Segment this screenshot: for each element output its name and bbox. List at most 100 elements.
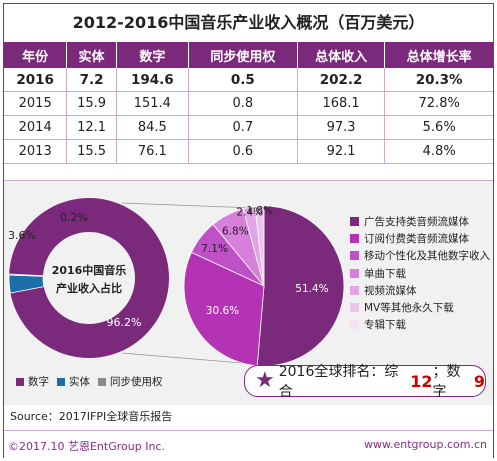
legend-item: 移动个性化及其他数字收入 <box>350 247 490 264</box>
table-cell: 20.3% <box>384 68 493 92</box>
table-cell: 202.2 <box>297 68 386 92</box>
table-cell: 4.8% <box>384 139 493 164</box>
legend-item: 同步使用权 <box>98 374 163 389</box>
table-cell: 92.1 <box>297 139 386 164</box>
connector-line <box>121 352 255 365</box>
infographic-frame: 2012-2016中国音乐产业收入概况（百万美元） 年份 实体 数字 同步使用权… <box>3 3 494 458</box>
table-cell: 168.1 <box>297 91 386 116</box>
legend-item: 数字 <box>16 374 49 389</box>
table-cell: 151.4 <box>116 91 189 116</box>
table-cell: 194.6 <box>116 68 189 92</box>
table-header-cell: 实体 <box>66 42 117 68</box>
table-cell: 2016 <box>4 68 68 92</box>
legend-label: 同步使用权 <box>110 376 163 388</box>
pie-value-label: 1.8% <box>246 205 273 217</box>
table-header-cell: 年份 <box>4 42 68 68</box>
donut-center-label: 2016中国音乐 <box>52 263 127 277</box>
table-cell: 15.5 <box>66 139 117 164</box>
rank-separator: ；数字 <box>432 364 461 400</box>
table-row: 2015 15.9 151.4 0.8 168.1 72.8% <box>4 91 493 116</box>
table-cell: 2013 <box>4 139 68 164</box>
legend-label: 广告支持类音频流媒体 <box>364 216 469 229</box>
pie-value-label: 30.6% <box>206 305 239 317</box>
table-row: 2014 12.1 84.5 0.7 97.3 5.6% <box>4 115 493 140</box>
legend-swatch <box>98 377 106 386</box>
chart-area: 2016中国音乐 产业收入占比 96.2% 3.6% 0.2% 51.4% 30.6% 7.… <box>4 180 493 405</box>
legend-item: 广告支持类音频流媒体 <box>350 213 490 230</box>
legend-swatch <box>16 377 24 386</box>
copyright: ©2017.10 艺恩EntGroup Inc. <box>8 440 165 453</box>
table-cell: 72.8% <box>384 91 493 116</box>
table-cell: 0.6 <box>188 139 298 164</box>
legend-label: 单曲下载 <box>364 267 406 280</box>
website-link[interactable]: www.entgroup.com.cn <box>364 438 487 451</box>
pie-legend: 广告支持类音频流媒体 订阅付费类音频流媒体移动个性化及其他数字收入 单曲下载视频流媒… <box>350 213 490 333</box>
donut-center-label: 产业收入占比 <box>56 281 122 295</box>
legend-swatch <box>57 377 65 386</box>
table-cell: 5.6% <box>384 115 493 140</box>
legend-item: 订阅付费类音频流媒体 <box>350 230 490 247</box>
table-cell: 2014 <box>4 115 68 140</box>
footer: ©2017.10 艺恩EntGroup Inc. www.entgroup.co… <box>4 430 493 458</box>
table-cell: 84.5 <box>116 115 189 140</box>
legend-swatch <box>350 217 359 227</box>
legend-label: 数字 <box>28 376 49 388</box>
source-note: Source：2017IFPI全球音乐报告 <box>10 410 173 423</box>
legend-label: 专辑下载 <box>364 319 406 332</box>
revenue-table: 年份 实体 数字 同步使用权 总体收入 总体增长率 2016 7.2 194.6… <box>4 42 493 164</box>
table-header-cell: 同步使用权 <box>188 42 298 68</box>
legend-label: 实体 <box>69 376 90 388</box>
table-cell: 0.5 <box>188 68 298 92</box>
table-cell: 76.1 <box>116 139 189 164</box>
rank-digital: 9 <box>473 371 485 391</box>
pie-value-label: 51.4% <box>295 283 328 295</box>
donut-slice-同步使用权 <box>8 273 44 277</box>
rank-prefix: 2016全球排名：综合 <box>278 364 399 400</box>
pie-slice-广告支持类音频流媒体 <box>256 205 345 367</box>
rank-overall: 12 <box>410 371 433 391</box>
table-cell: 15.9 <box>66 91 117 116</box>
table-header-cell: 总体增长率 <box>384 42 493 68</box>
pie-value-label: 2.4% <box>236 206 263 218</box>
legend-swatch <box>350 234 359 244</box>
legend-swatch <box>350 320 359 330</box>
legend-label: 视频流媒体 <box>364 284 417 297</box>
pie-value-label: 7.1% <box>201 243 228 255</box>
global-rank-box: ★ 2016全球排名：综合 12 ；数字 9 <box>244 364 486 400</box>
table-header-cell: 总体收入 <box>297 42 386 68</box>
table-row: 2016 7.2 194.6 0.5 202.2 20.3% <box>4 68 493 92</box>
donut-value-label: 3.6% <box>8 229 36 242</box>
legend-item: 视频流媒体 <box>350 282 490 299</box>
table-row: 2013 15.5 76.1 0.6 92.1 4.8% <box>4 139 493 164</box>
pie-slice-订阅付费类音频流媒体 <box>183 251 265 367</box>
table-header-row: 年份 实体 数字 同步使用权 总体收入 总体增长率 <box>4 42 493 68</box>
donut-value-label: 96.2% <box>107 316 142 329</box>
legend-swatch <box>350 285 359 295</box>
donut-slice-数字 <box>9 198 170 358</box>
pie-chart: 51.4% 30.6% 7.1% 6.8% 2.4%1.8% <box>183 205 345 367</box>
legend-label: 订阅付费类音频流媒体 <box>364 233 469 246</box>
pie-slice-MV等其他永久下载 <box>254 205 265 287</box>
legend-label: MV等其他永久下载 <box>364 302 454 315</box>
legend-item: MV等其他永久下载 <box>350 299 490 316</box>
table-cell: 0.7 <box>188 115 298 140</box>
connector-lines <box>121 202 255 365</box>
legend-item: 单曲下载 <box>350 265 490 282</box>
legend-item: 专辑下载 <box>350 316 490 333</box>
table-cell: 0.8 <box>188 91 298 116</box>
legend-swatch <box>350 303 359 313</box>
legend-swatch <box>350 268 359 278</box>
table-cell: 97.3 <box>297 115 386 140</box>
legend-item: 实体 <box>57 374 90 389</box>
table-cell: 7.2 <box>66 68 117 92</box>
pie-value-label: 6.8% <box>222 226 249 238</box>
connector-line <box>121 202 255 209</box>
donut-legend: 数字 实体 同步使用权 <box>16 374 171 389</box>
page-title: 2012-2016中国音乐产业收入概况（百万美元） <box>72 13 425 32</box>
legend-swatch <box>350 251 359 261</box>
table-cell: 2015 <box>4 91 68 116</box>
table-cell: 12.1 <box>66 115 117 140</box>
legend-label: 移动个性化及其他数字收入 <box>364 250 490 263</box>
